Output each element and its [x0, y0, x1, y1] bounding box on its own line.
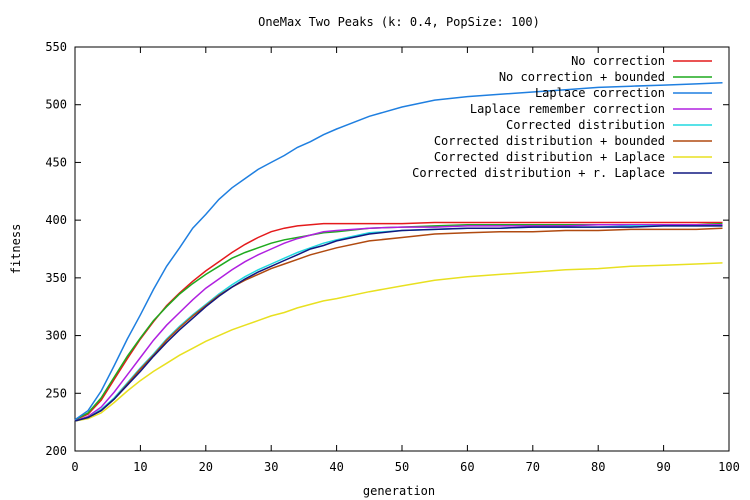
legend-label: No correction + bounded: [499, 70, 665, 84]
series-line-6: [74, 227, 723, 422]
legend: No correction No correction + bounded Lapl…: [412, 54, 712, 180]
y-axis-label: fitness: [9, 224, 23, 275]
x-tick-label: 20: [199, 460, 213, 474]
y-tick-label: 550: [45, 40, 67, 54]
y-tick-label: 350: [45, 271, 67, 285]
y-tick-label: 450: [45, 155, 67, 169]
series-line-5: [74, 225, 723, 422]
x-tick-label: 100: [718, 460, 740, 474]
x-tick-label: 30: [264, 460, 278, 474]
x-tick-label: 60: [460, 460, 474, 474]
x-tick-label: 0: [71, 460, 78, 474]
legend-label: Laplace correction: [535, 86, 665, 100]
x-tick-label: 10: [133, 460, 147, 474]
x-tick-label: 50: [395, 460, 409, 474]
x-axis-label: generation: [363, 484, 435, 498]
series-line-1: [74, 221, 723, 421]
x-tick-label: 90: [656, 460, 670, 474]
y-tick-label: 250: [45, 386, 67, 400]
series-line-3: [74, 82, 723, 421]
legend-label: Corrected distribution + bounded: [434, 134, 665, 148]
legend-label: Corrected distribution: [506, 118, 665, 132]
series-line-7: [74, 262, 723, 422]
axis-ticks: 0 10 20 30 40 50 60 70 80 90 100 200 250 300 350 400 450…: [45, 40, 740, 474]
series-line-8: [74, 225, 723, 422]
series-line-4: [74, 224, 723, 422]
series-lines: [74, 82, 723, 422]
chart-title: OneMax Two Peaks (k: 0.4, PopSize: 100): [258, 15, 540, 29]
legend-label: Corrected distribution + Laplace: [434, 150, 665, 164]
x-tick-label: 70: [526, 460, 540, 474]
y-tick-label: 300: [45, 329, 67, 343]
legend-label: Laplace remember correction: [470, 102, 665, 116]
y-tick-label: 400: [45, 213, 67, 227]
legend-label: No correction: [571, 54, 665, 68]
x-tick-label: 40: [329, 460, 343, 474]
legend-label: Corrected distribution + r. Laplace: [412, 166, 665, 180]
y-tick-label: 200: [45, 444, 67, 458]
y-tick-label: 500: [45, 98, 67, 112]
x-tick-label: 80: [591, 460, 605, 474]
series-line-2: [74, 222, 723, 421]
